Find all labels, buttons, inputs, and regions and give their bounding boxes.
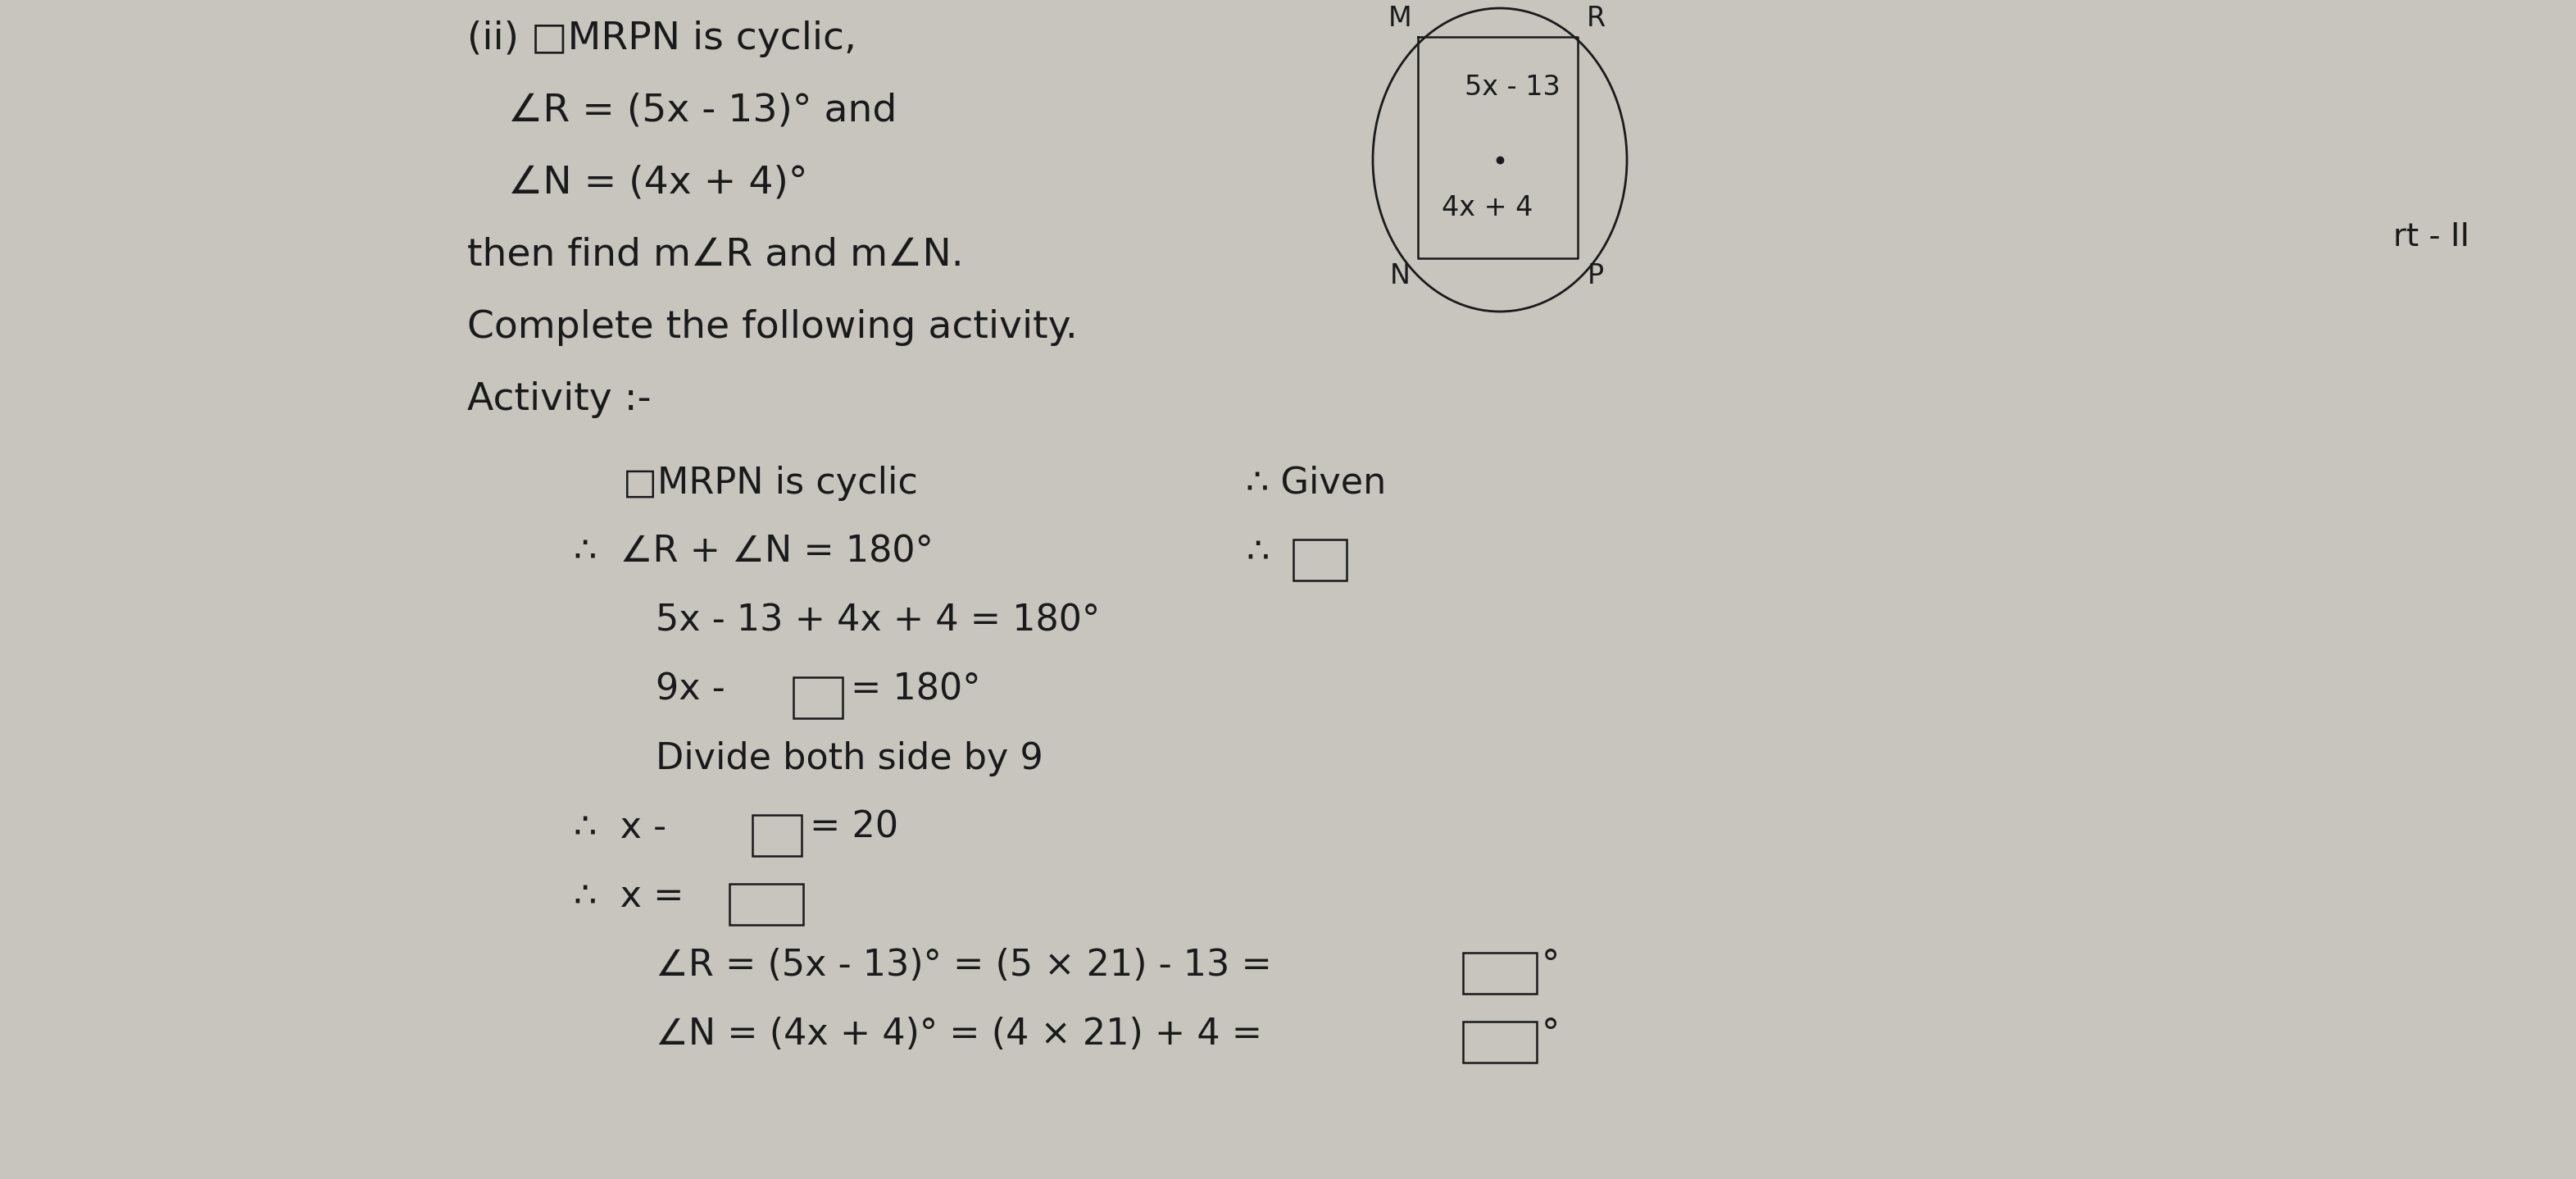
Text: 4x + 4: 4x + 4 [1443,195,1533,222]
Text: ∴: ∴ [1247,534,1270,569]
Bar [793,677,842,718]
Text: N: N [1388,263,1409,290]
Text: (ii) □MRPN is cyclic,: (ii) □MRPN is cyclic, [466,20,855,58]
Text: °: ° [1540,1016,1561,1052]
Text: ∴  x =: ∴ x = [574,878,685,914]
Text: °: ° [1540,948,1561,983]
Bar [729,884,804,924]
Text: M: M [1388,6,1412,32]
Text: 5x - 13: 5x - 13 [1463,74,1561,101]
Text: = 20: = 20 [809,810,899,845]
Text: 9x -: 9x - [657,672,724,707]
Text: Complete the following activity.: Complete the following activity. [466,309,1077,345]
Text: P: P [1587,263,1605,290]
Bar [1293,540,1347,580]
Text: R: R [1587,6,1605,32]
Bar [1463,1021,1538,1062]
Text: ∴  x -: ∴ x - [574,810,667,845]
Text: ∠N = (4x + 4)°: ∠N = (4x + 4)° [507,165,809,202]
Text: ∠R = (5x - 13)° and: ∠R = (5x - 13)° and [507,93,896,130]
Text: ∠N = (4x + 4)° = (4 × 21) + 4 =: ∠N = (4x + 4)° = (4 × 21) + 4 = [657,1016,1262,1052]
Text: ∠R = (5x - 13)° = (5 × 21) - 13 =: ∠R = (5x - 13)° = (5 × 21) - 13 = [657,948,1273,983]
Text: ∴  ∠R + ∠N = 180°: ∴ ∠R + ∠N = 180° [574,534,933,569]
Bar [752,815,801,856]
Text: □MRPN is cyclic: □MRPN is cyclic [623,466,917,501]
Text: 5x - 13 + 4x + 4 = 180°: 5x - 13 + 4x + 4 = 180° [657,604,1100,639]
Text: ∴ Given: ∴ Given [1247,466,1386,501]
Text: Divide both side by 9: Divide both side by 9 [657,742,1043,777]
Bar [1463,953,1538,994]
Text: then find m∠R and m∠N.: then find m∠R and m∠N. [466,237,963,274]
Text: Activity :-: Activity :- [466,381,652,419]
Text: = 180°: = 180° [850,672,981,707]
Text: rt - II: rt - II [2393,222,2470,252]
